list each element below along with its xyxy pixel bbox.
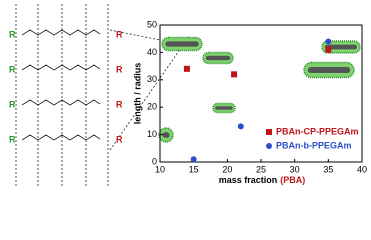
- legend-label: PBAn-b-PPEGAm: [276, 140, 352, 150]
- legend-marker: [266, 129, 272, 135]
- micelle-core: [325, 44, 357, 50]
- r-groups: R R R R R R R R: [9, 29, 123, 144]
- point: [325, 46, 332, 53]
- micelle-core: [162, 132, 170, 138]
- figure: R R R R R R R R 10 15 20 25 30 35 400102030405…: [9, 4, 367, 186]
- x-tick-label: 25: [256, 164, 266, 174]
- y-tick-label: 40: [147, 47, 157, 57]
- r-left: R: [9, 64, 16, 74]
- point: [231, 71, 238, 78]
- micelle-core: [205, 55, 231, 61]
- y-tick-label: 10: [147, 129, 157, 139]
- y-tick-label: 20: [147, 102, 157, 112]
- x-tick-label: 30: [290, 164, 300, 174]
- x-tick-label: 35: [323, 164, 333, 174]
- legend-label: PBAn-CP-PPEGAm: [276, 126, 359, 136]
- micelle-core: [215, 106, 233, 110]
- r-left: R: [9, 134, 16, 144]
- point: [325, 38, 332, 45]
- x-tick-label: 15: [189, 164, 199, 174]
- point: [237, 123, 244, 130]
- micelle-core: [165, 41, 199, 47]
- r-right: R: [116, 64, 123, 74]
- y-tick-label: 30: [147, 74, 157, 84]
- y-axis-label: length / radius: [132, 63, 142, 125]
- r-right: R: [116, 134, 123, 144]
- r-left: R: [9, 99, 16, 109]
- r-right: R: [116, 29, 123, 39]
- point: [190, 156, 197, 163]
- x-tick-label: 10: [155, 164, 165, 174]
- y-tick-label: 0: [152, 156, 157, 166]
- chemical-structure: [15, 4, 191, 186]
- x-tick-label: 40: [357, 164, 367, 174]
- y-tick-label: 50: [147, 19, 157, 29]
- x-axis-label-main: mass fraction: [219, 175, 278, 185]
- point: [183, 65, 190, 72]
- legend-marker: [266, 143, 272, 149]
- x-axis-label: mass fraction (PBA): [219, 175, 306, 185]
- x-axis-label-suffix: (PBA): [280, 175, 305, 185]
- r-right: R: [116, 99, 123, 109]
- x-tick-label: 20: [222, 164, 232, 174]
- r-left: R: [9, 29, 16, 39]
- micelle-core: [307, 67, 351, 73]
